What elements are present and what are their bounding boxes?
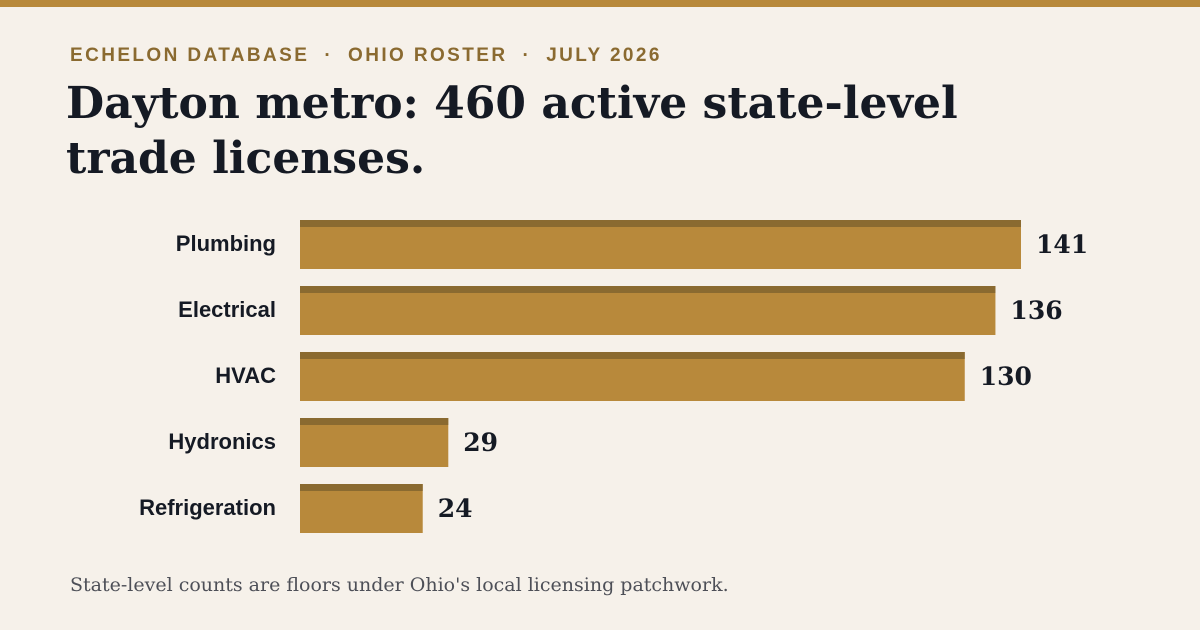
category-label: HVAC (215, 363, 276, 388)
value-label: 141 (1036, 230, 1088, 259)
category-label: Refrigeration (139, 495, 276, 520)
bar-refrigeration (300, 484, 423, 533)
bar-cap-refrigeration (300, 484, 423, 491)
value-label: 24 (438, 494, 473, 523)
bar-hydronics (300, 418, 449, 467)
kicker: ECHELON DATABASE · OHIO ROSTER · JULY 2026 (70, 45, 662, 67)
kicker-separator: · (324, 45, 334, 66)
kicker-source: ECHELON DATABASE (70, 45, 310, 66)
category-label: Electrical (178, 297, 276, 322)
bar-plumbing (300, 220, 1021, 269)
bar-cap-hydronics (300, 418, 449, 425)
kicker-separator: · (522, 45, 532, 66)
category-label: Hydronics (168, 429, 276, 454)
value-label: 130 (980, 362, 1032, 391)
footnote: State-level counts are floors under Ohio… (70, 574, 729, 596)
bar-cap-electrical (300, 286, 996, 293)
bar-hvac (300, 352, 965, 401)
top-accent-rule (0, 0, 1200, 7)
bar-electrical (300, 286, 996, 335)
kicker-roster: OHIO ROSTER (348, 45, 508, 66)
kicker-date: JULY 2026 (546, 45, 662, 66)
chart-title: Dayton metro: 460 active state-level tra… (66, 78, 958, 184)
bar-chart: Plumbing 141 Electrical 136 HVAC 130 Hydronics… (139, 220, 1088, 533)
category-label: Plumbing (176, 231, 276, 256)
bar-cap-plumbing (300, 220, 1021, 227)
value-label: 29 (463, 428, 498, 457)
bar-cap-hvac (300, 352, 965, 359)
value-label: 136 (1010, 296, 1062, 325)
